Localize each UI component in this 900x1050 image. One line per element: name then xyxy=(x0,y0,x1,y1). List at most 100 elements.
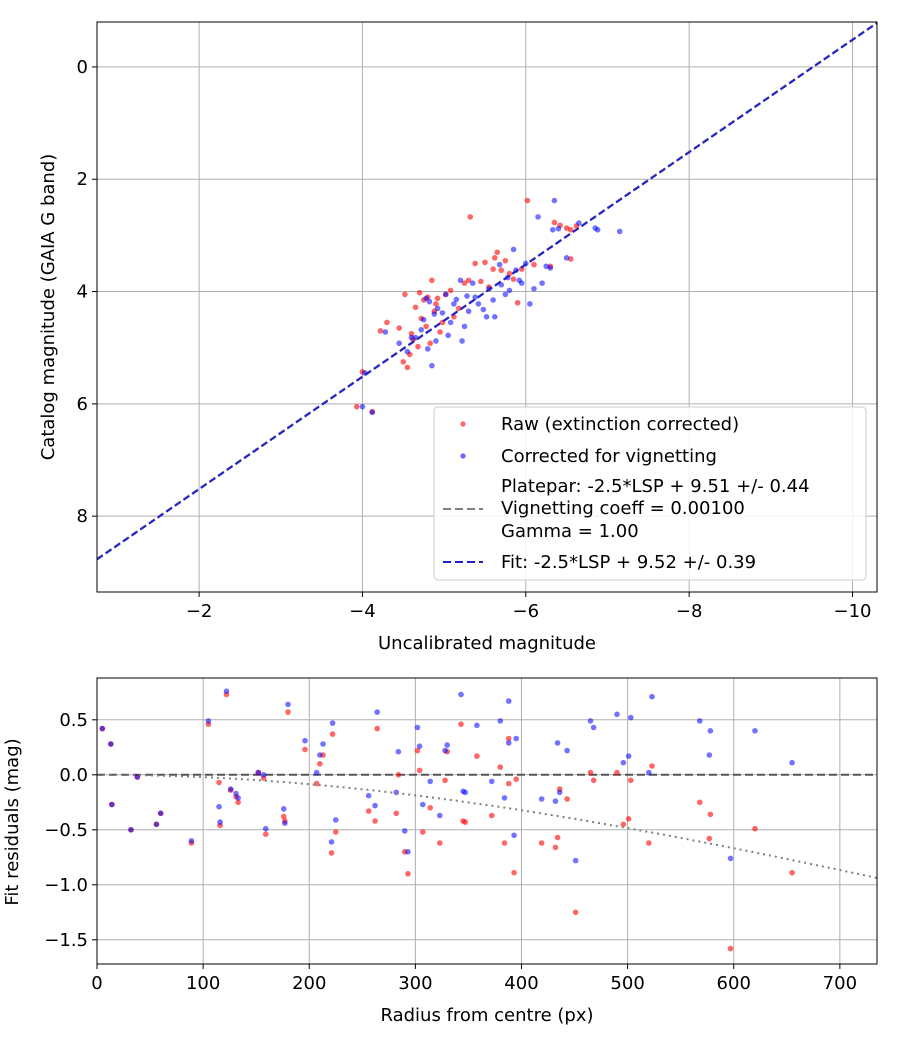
corrected-point xyxy=(260,772,267,778)
corrected-point xyxy=(554,740,561,746)
corrected-point xyxy=(506,287,513,294)
raw-point xyxy=(280,813,287,820)
corrected-point xyxy=(789,759,795,766)
raw-point xyxy=(524,197,531,204)
corrected-point xyxy=(459,338,465,344)
raw-point xyxy=(572,909,579,916)
y-tick-label: 0 xyxy=(77,57,88,78)
corrected-point xyxy=(620,759,627,766)
raw-point xyxy=(510,276,517,283)
corrected-point xyxy=(531,285,537,292)
corrected-point xyxy=(462,789,469,796)
x-tick-label: −4 xyxy=(349,601,376,622)
top-corrected-series xyxy=(359,197,623,416)
corrected-point xyxy=(513,735,519,742)
raw-point xyxy=(478,278,484,285)
raw-point xyxy=(514,299,521,306)
corrected-point xyxy=(329,720,336,726)
raw-point xyxy=(427,805,434,811)
corrected-point xyxy=(313,769,320,776)
corrected-point xyxy=(539,280,545,286)
corrected-point xyxy=(501,795,508,801)
corrected-point xyxy=(426,298,433,305)
raw-point xyxy=(384,319,390,326)
bottom-chart: 0 100 200 300 400 500 600 700 0.5 0.0 −0.5 −1.0 −1.… xyxy=(2,677,878,1026)
raw-point xyxy=(587,769,594,776)
raw-point xyxy=(365,808,372,814)
raw-point xyxy=(377,328,384,334)
corrected-point xyxy=(396,340,402,347)
top-x-axis-label: Uncalibrated magnitude xyxy=(378,633,596,654)
corrected-point xyxy=(128,827,134,833)
raw-point xyxy=(552,844,559,851)
raw-point xyxy=(707,811,714,818)
top-raw-series xyxy=(353,197,580,415)
raw-point xyxy=(436,840,443,846)
corrected-point xyxy=(372,802,378,809)
raw-point xyxy=(393,810,400,817)
corrected-point xyxy=(551,197,558,204)
vignetting-curve xyxy=(97,773,877,879)
raw-point xyxy=(416,767,423,774)
raw-point xyxy=(789,869,795,876)
raw-point xyxy=(442,777,448,784)
corrected-point xyxy=(564,747,570,754)
y-tick-label: 4 xyxy=(77,282,88,303)
corrected-point xyxy=(328,839,335,845)
raw-point xyxy=(332,829,339,835)
x-tick-label: 500 xyxy=(610,973,644,994)
bottom-corrected-series xyxy=(99,688,795,864)
top-x-ticks: −2 −4 −6 −8 −10 xyxy=(186,592,871,622)
corrected-point xyxy=(302,737,308,744)
corrected-point xyxy=(255,769,262,776)
x-tick-label: 200 xyxy=(292,973,326,994)
raw-point xyxy=(458,721,464,727)
corrected-point xyxy=(461,323,468,330)
corrected-point xyxy=(205,718,212,724)
raw-point xyxy=(461,280,468,286)
raw-point xyxy=(727,945,734,952)
corrected-point xyxy=(572,857,579,864)
corrected-point xyxy=(464,293,470,299)
raw-point xyxy=(472,260,478,267)
y-tick-label: −1.5 xyxy=(44,930,88,951)
corrected-point xyxy=(188,838,195,844)
corrected-point xyxy=(442,747,448,754)
corrected-point xyxy=(458,691,464,698)
legend-fit-label: Fit: -2.5*LSP + 9.52 +/- 0.39 xyxy=(501,552,756,573)
x-tick-label: 700 xyxy=(823,973,857,994)
raw-point xyxy=(488,812,495,819)
raw-point xyxy=(531,261,537,268)
raw-point xyxy=(551,219,558,226)
corrected-point xyxy=(480,306,487,313)
corrected-point xyxy=(369,409,376,416)
raw-point xyxy=(494,249,501,256)
raw-point xyxy=(395,772,402,778)
raw-point xyxy=(627,777,634,784)
raw-point xyxy=(502,257,509,264)
corrected-point xyxy=(416,743,423,749)
x-tick-label: −2 xyxy=(186,601,213,622)
raw-point xyxy=(400,358,407,365)
corrected-point xyxy=(404,348,411,355)
corrected-point xyxy=(707,728,714,734)
corrected-point xyxy=(444,742,451,748)
x-tick-label: −10 xyxy=(833,601,871,622)
corrected-point xyxy=(442,291,449,298)
raw-point xyxy=(538,840,545,846)
raw-point xyxy=(415,343,421,350)
raw-point xyxy=(511,869,517,876)
corrected-point xyxy=(216,803,222,810)
raw-point xyxy=(423,323,429,330)
legend-raw-marker xyxy=(460,421,466,427)
corrected-point xyxy=(227,786,234,792)
raw-point xyxy=(590,777,597,784)
x-tick-label: −6 xyxy=(513,601,540,622)
raw-point xyxy=(614,769,620,776)
corrected-point xyxy=(483,314,490,320)
corrected-point xyxy=(696,718,703,724)
corrected-point xyxy=(511,832,517,839)
raw-point xyxy=(482,259,488,266)
corrected-point xyxy=(576,220,582,226)
x-tick-label: 600 xyxy=(717,973,751,994)
